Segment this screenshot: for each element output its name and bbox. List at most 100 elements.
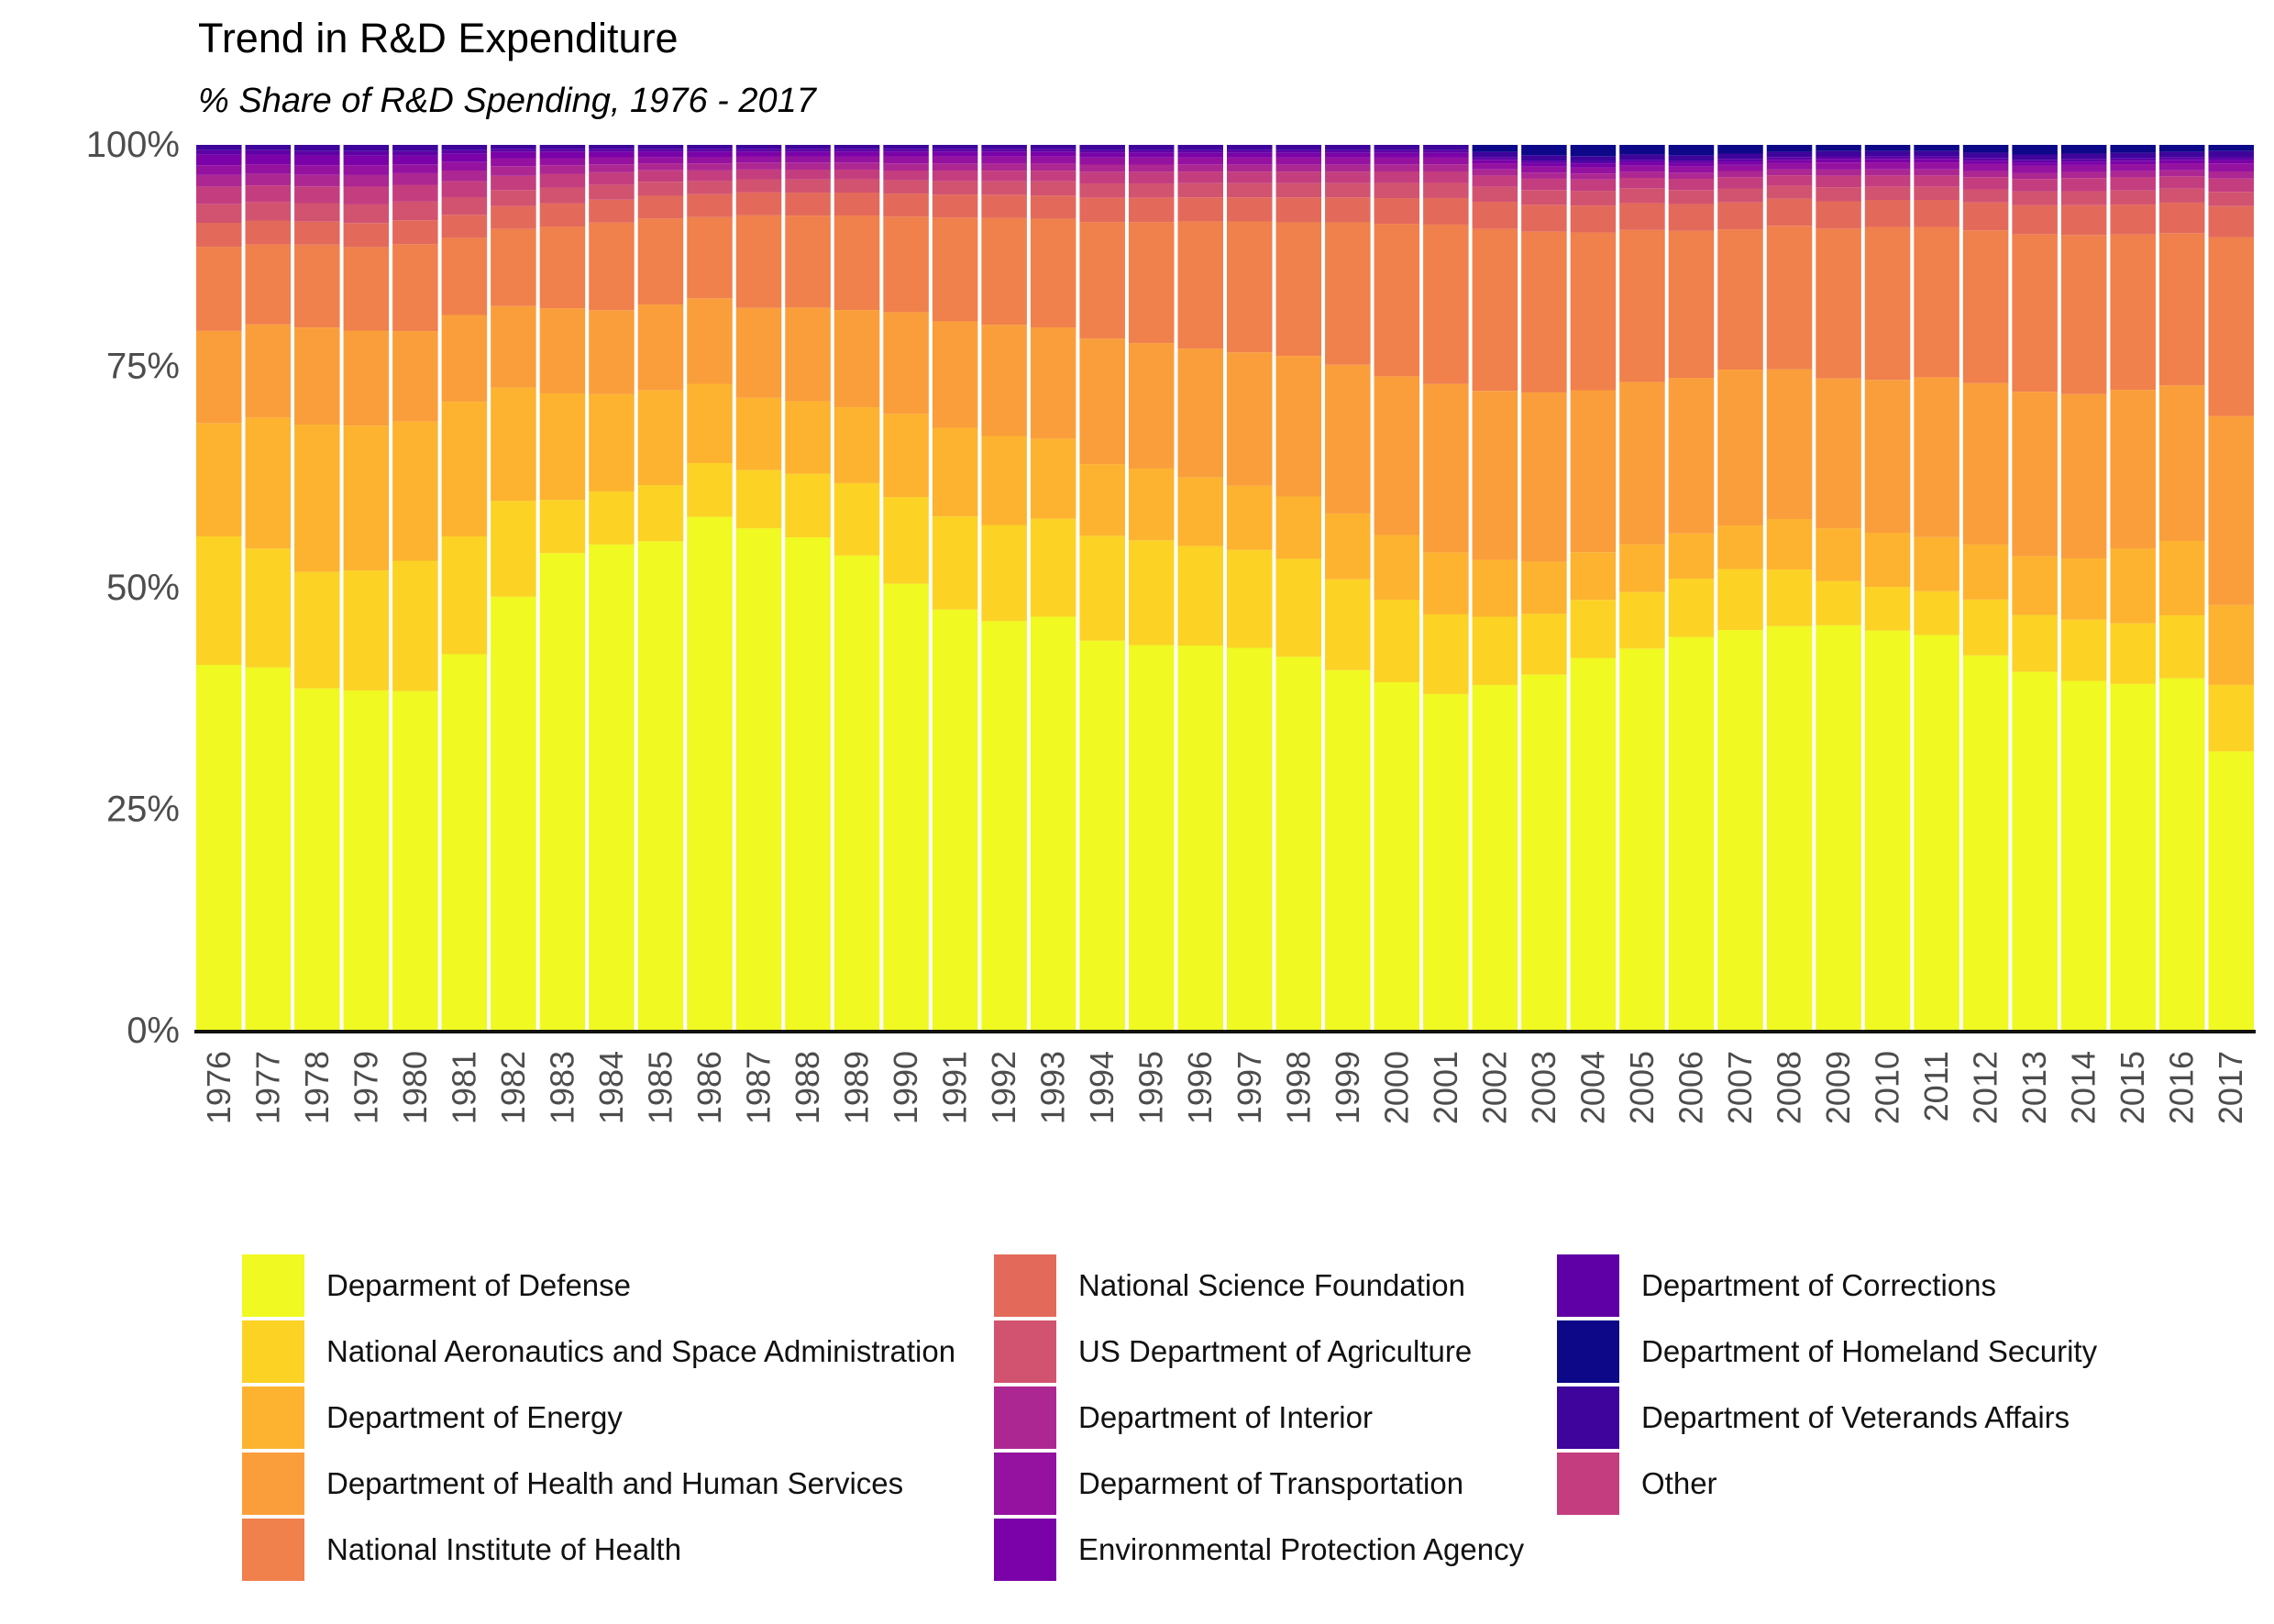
bar-stack-1992 (981, 145, 1027, 1031)
y-tick-label: 100% (86, 125, 180, 165)
bar-segment-department-of-health-and-human-services-2005 (1619, 381, 1665, 545)
bar-stack-1994 (1079, 145, 1125, 1031)
bar-segment-other-2007 (1717, 177, 1763, 189)
bar-segment-environmental-protection-agency-2005 (1619, 161, 1665, 166)
bar-segment-deparment-of-defense-2001 (1423, 693, 1469, 1031)
bar-segment-us-department-of-agriculture-1988 (785, 179, 831, 193)
x-tick-label: 2016 (2163, 1051, 2201, 1124)
bar-segment-deparment-of-defense-1976 (196, 665, 242, 1031)
bar-segment-environmental-protection-agency-2014 (2060, 161, 2107, 165)
x-tick-label: 1993 (1034, 1051, 1072, 1124)
bar-segment-department-of-corrections-1988 (785, 149, 831, 152)
bar-segment-department-of-veterands-affairs-1977 (245, 145, 292, 150)
bar-segment-us-department-of-agriculture-1993 (1030, 181, 1076, 196)
bar-segment-national-aeronautics-and-space-administration-1981 (441, 536, 488, 655)
x-tick-label: 1991 (936, 1051, 974, 1124)
bar-segment-department-of-interior-1997 (1227, 164, 1273, 172)
bar-segment-deparment-of-defense-2004 (1570, 657, 1617, 1031)
x-tick-label: 2003 (1525, 1051, 1562, 1124)
bar-segment-department-of-homeland-security-2005 (1619, 145, 1665, 155)
x-tick-label: 2010 (1869, 1051, 1906, 1124)
bar-stack-1987 (735, 145, 782, 1031)
bar-segment-department-of-homeland-security-2010 (1864, 145, 1911, 151)
bar-segment-department-of-corrections-1978 (294, 150, 340, 156)
bar-segment-department-of-veterands-affairs-1994 (1079, 145, 1125, 150)
x-tick-label: 2006 (1672, 1051, 1710, 1124)
bar-segment-deparment-of-defense-1993 (1030, 616, 1076, 1031)
bar-segment-department-of-energy-1993 (1030, 438, 1076, 519)
y-tick-label: 75% (106, 347, 180, 387)
bar-segment-deparment-of-transportation-2002 (1472, 163, 1518, 170)
bar-segment-national-science-foundation-1986 (687, 193, 733, 217)
bar-segment-national-aeronautics-and-space-administration-2008 (1766, 569, 1813, 626)
bar-segment-department-of-veterands-affairs-2007 (1717, 153, 1763, 160)
bar-segment-department-of-corrections-1998 (1275, 149, 1322, 153)
bar-segment-department-of-health-and-human-services-1981 (441, 315, 488, 403)
bar-segment-department-of-homeland-security-2009 (1816, 145, 1861, 151)
bar-segment-department-of-energy-2001 (1423, 552, 1469, 614)
bar-segment-department-of-veterands-affairs-1983 (539, 145, 586, 149)
bar-segment-deparment-of-defense-1998 (1275, 657, 1322, 1031)
bar-stack-1985 (637, 145, 684, 1031)
bar-segment-national-aeronautics-and-space-administration-1997 (1227, 549, 1273, 648)
bar-segment-deparment-of-transportation-2012 (1962, 163, 2009, 171)
bar-segment-deparment-of-transportation-1979 (343, 165, 390, 175)
bar-segment-other-2005 (1619, 177, 1665, 189)
bar-segment-us-department-of-agriculture-2009 (1816, 187, 1861, 202)
bar-segment-national-institute-of-health-2002 (1472, 228, 1518, 392)
bar-segment-deparment-of-transportation-1981 (441, 161, 488, 171)
bar-segment-deparment-of-defense-1980 (392, 690, 438, 1031)
bar-segment-department-of-interior-1981 (441, 171, 488, 182)
bar-segment-department-of-corrections-2017 (2208, 157, 2254, 160)
bar-segment-environmental-protection-agency-2016 (2158, 160, 2205, 164)
bar-segment-other-2008 (1766, 175, 1813, 186)
bar-segment-department-of-corrections-1995 (1128, 149, 1175, 153)
bar-segment-department-of-veterands-affairs-1987 (735, 145, 782, 149)
bar-segment-department-of-veterands-affairs-1984 (589, 145, 635, 149)
x-tick-label: 2011 (1917, 1051, 1955, 1121)
bar-segment-national-institute-of-health-2003 (1521, 231, 1567, 392)
bar-segment-national-science-foundation-1998 (1275, 197, 1322, 223)
bar-segment-department-of-health-and-human-services-2008 (1766, 369, 1813, 520)
bar-segment-deparment-of-defense-1990 (883, 583, 929, 1031)
bar-segment-national-science-foundation-1977 (245, 220, 292, 245)
bar-segment-environmental-protection-agency-1986 (687, 151, 733, 158)
bar-segment-deparment-of-transportation-2008 (1766, 162, 1813, 170)
bar-segment-national-science-foundation-2013 (2012, 204, 2058, 235)
x-tick-label: 1995 (1132, 1051, 1170, 1124)
bar-segment-us-department-of-agriculture-2013 (2012, 191, 2058, 205)
bar-segment-national-institute-of-health-2005 (1619, 229, 1665, 382)
bar-segment-department-of-health-and-human-services-2016 (2158, 385, 2205, 541)
bar-segment-us-department-of-agriculture-1976 (196, 204, 242, 224)
y-tick-label: 50% (106, 568, 180, 608)
bar-segment-national-science-foundation-1995 (1128, 197, 1175, 223)
bar-segment-department-of-energy-2017 (2208, 604, 2254, 685)
bar-segment-department-of-veterands-affairs-1992 (981, 145, 1027, 149)
bar-segment-department-of-veterands-affairs-2006 (1668, 155, 1715, 161)
bar-stack-1981 (441, 145, 488, 1031)
bar-segment-department-of-health-and-human-services-1984 (589, 310, 635, 394)
bar-segment-national-aeronautics-and-space-administration-1996 (1177, 546, 1223, 646)
bar-segment-department-of-interior-2007 (1717, 171, 1763, 178)
bar-segment-environmental-protection-agency-1978 (294, 155, 340, 166)
bar-segment-department-of-energy-1980 (392, 421, 438, 561)
bar-segment-department-of-energy-2010 (1864, 532, 1911, 588)
bar-segment-department-of-corrections-2000 (1374, 149, 1420, 153)
bar-segment-national-institute-of-health-1994 (1079, 222, 1125, 339)
bar-segment-deparment-of-defense-1982 (491, 596, 536, 1031)
bar-segment-national-institute-of-health-1997 (1227, 221, 1273, 353)
bar-stack-1991 (932, 145, 978, 1031)
bar-segment-department-of-veterands-affairs-1981 (441, 145, 488, 150)
bar-segment-deparment-of-transportation-2001 (1423, 157, 1469, 165)
bar-segment-national-science-foundation-1978 (294, 221, 340, 245)
bar-segment-department-of-homeland-security-2006 (1668, 145, 1715, 156)
bar-segment-department-of-health-and-human-services-1976 (196, 330, 242, 424)
bar-segment-department-of-veterands-affairs-2015 (2110, 152, 2156, 159)
bar-segment-department-of-veterands-affairs-1997 (1227, 145, 1273, 150)
bar-segment-department-of-interior-2004 (1570, 173, 1617, 180)
bar-segment-environmental-protection-agency-1995 (1128, 152, 1175, 158)
bar-segment-environmental-protection-agency-2001 (1423, 152, 1469, 158)
bar-stack-1980 (392, 145, 438, 1031)
bar-segment-environmental-protection-agency-2000 (1374, 152, 1420, 158)
y-axis: 0% 25% 50% 75% 100% (86, 125, 180, 1051)
